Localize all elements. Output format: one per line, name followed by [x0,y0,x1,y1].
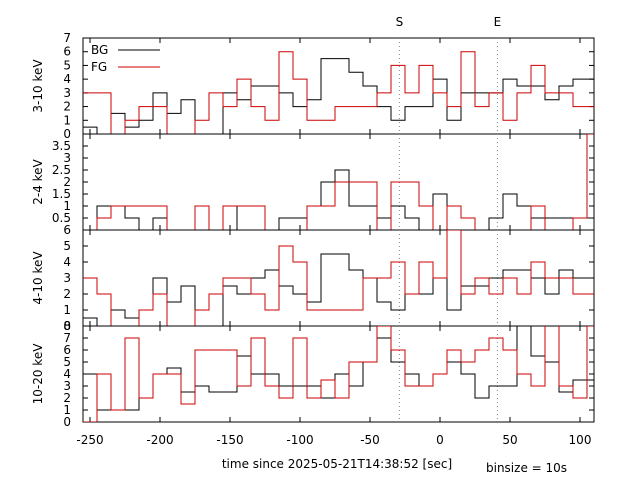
y-tick-label: 4 [63,72,71,86]
series-bg [83,169,594,230]
y-axis-label: 4-10 keV [31,251,45,305]
x-tick-label: 0 [436,433,444,447]
y-tick-label: 6 [63,45,71,59]
y-tick-label: 3 [63,271,71,285]
y-tick-label: 1 [63,199,71,213]
y-tick-label: 5 [63,58,71,72]
y-tick-label: 2 [63,287,71,301]
marker-label: E [494,15,502,29]
y-tick-label: 2.5 [52,163,71,177]
y-tick-label: 6 [63,343,71,357]
y-tick-label: 3 [63,151,71,165]
y-tick-label: 1 [63,113,71,127]
y-tick-label: 7 [63,31,71,45]
series-fg [83,230,594,326]
legend: BG FG [91,43,160,74]
y-tick-label: 3.5 [52,139,71,153]
y-tick-label: 0 [63,127,71,141]
y-tick-label: 2 [63,100,71,114]
x-tick-label: 50 [502,433,517,447]
panel-2: 0.511.522.533.5 2-4 keV [31,133,595,231]
series-fg [83,326,594,422]
y-tick-label: 8 [63,319,71,333]
y-tick-label: 3 [63,379,71,393]
marker-label: S [396,15,404,29]
x-axis-label: time since 2025-05-21T14:38:52 [sec] [222,457,452,471]
x-tick-label: -100 [286,433,313,447]
y-tick-label: 0.5 [52,211,71,225]
panel-3: 0 1 2 3 4 5 6 4-10 keV [31,223,595,333]
x-tick-label: -250 [76,433,103,447]
y-tick-label: 4 [63,255,71,269]
y-tick-label: 4 [63,367,71,381]
series-fg [83,51,594,134]
legend-label: FG [91,60,107,74]
binsize-label: binsize = 10s [486,461,567,475]
y-tick-label: 5 [63,355,71,369]
y-tick-label: 1.5 [52,187,71,201]
y-tick-label: 6 [63,223,71,237]
y-axis-label: 3-10 keV [31,59,45,113]
x-tick-label: 100 [569,433,592,447]
series-bg [83,253,594,326]
y-tick-label: 5 [63,239,71,253]
legend-label: BG [91,43,108,57]
y-tick-label: 7 [63,331,71,345]
y-tick-label: 2 [63,391,71,405]
y-tick-label: 3 [63,86,71,100]
overlays-layer: -250 -200 -150 -100 -50 0 50 100 S E BG FG [76,15,591,447]
y-tick-label: 0 [63,415,71,429]
series-bg [83,58,594,134]
y-axis-label: 10-20 keV [31,343,45,405]
y-tick-label: 1 [63,403,71,417]
series-fg [83,134,594,230]
y-axis-label: 2-4 keV [31,158,45,204]
x-tick-label: -50 [360,433,380,447]
x-tick-label: -200 [146,433,173,447]
series-bg [83,326,594,411]
y-tick-label: 0 [63,319,71,333]
y-tick-label: 2 [63,175,71,189]
x-tick-label: -150 [216,433,243,447]
y-tick-label: 1 [63,303,71,317]
